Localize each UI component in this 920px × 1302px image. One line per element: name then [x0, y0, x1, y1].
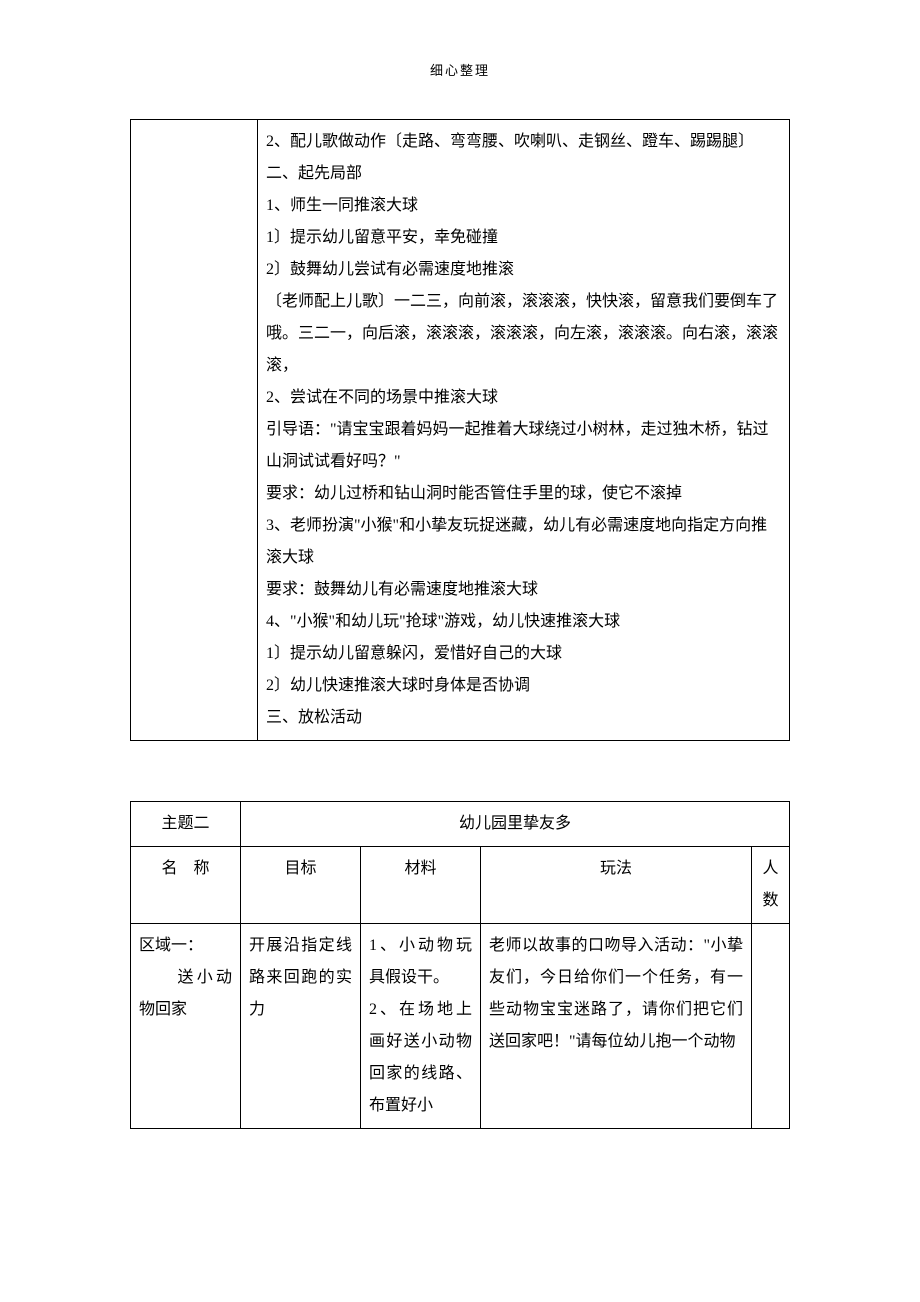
table-spacer: [130, 741, 790, 801]
page-header: 细心整理: [130, 60, 790, 79]
content-line: 1〕提示幼儿留意躲闪，爱惜好自己的大球: [266, 638, 781, 670]
area-play-cell: 老师以故事的口吻导入活动："小挚友们，今日给你们一个任务，有一些动物宝宝迷路了，…: [481, 924, 752, 1129]
content-line: 3、老师扮演"小猴"和小挚友玩捉迷藏，幼儿有必需速度地向指定方向推滚大球: [266, 510, 781, 574]
content-line: 1、师生一同推滚大球: [266, 190, 781, 222]
area-goal-cell: 开展沿指定线路来回跑的实力: [241, 924, 361, 1129]
header-goal: 目标: [241, 847, 361, 924]
content-line: 二、起先局部: [266, 158, 781, 190]
content-line: 1〕提示幼儿留意平安，幸免碰撞: [266, 222, 781, 254]
area-material-cell: 1、小动物玩具假设干。 2、在场地上画好送小动物回家的线路、布置好小: [361, 924, 481, 1129]
area-name-cell: 区域一： 送小动物回家: [131, 924, 241, 1129]
content-line: 〔老师配上儿歌〕一二三，向前滚，滚滚滚，快快滚，留意我们要倒车了哦。三二一，向后…: [266, 286, 781, 382]
content-line: 三、放松活动: [266, 702, 781, 734]
table-row: 2、配儿歌做动作〔走路、弯弯腰、吹喇叭、走钢丝、蹬车、踢踢腿〕 二、起先局部 1…: [131, 120, 790, 741]
lesson-content-cell: 2、配儿歌做动作〔走路、弯弯腰、吹喇叭、走钢丝、蹬车、踢踢腿〕 二、起先局部 1…: [258, 120, 790, 741]
content-line: 2、配儿歌做动作〔走路、弯弯腰、吹喇叭、走钢丝、蹬车、踢踢腿〕: [266, 126, 781, 158]
content-line: 4、"小猴"和幼儿玩"抢球"游戏，幼儿快速推滚大球: [266, 606, 781, 638]
content-line: 要求：鼓舞幼儿有必需速度地推滚大球: [266, 574, 781, 606]
left-empty-cell: [131, 120, 258, 741]
content-line: 2、尝试在不同的场景中推滚大球: [266, 382, 781, 414]
theme-table: 主题二 幼儿园里挚友多 名 称 目标 材料 玩法 人数 区域一： 送小动物回家 …: [130, 801, 790, 1129]
header-name: 名 称: [131, 847, 241, 924]
table-row: 名 称 目标 材料 玩法 人数: [131, 847, 790, 924]
content-line: 2〕鼓舞幼儿尝试有必需速度地推滚: [266, 254, 781, 286]
content-line: 引导语："请宝宝跟着妈妈一起推着大球绕过小树林，走过独木桥，钻过山洞试试看好吗？…: [266, 414, 781, 478]
table-row: 区域一： 送小动物回家 开展沿指定线路来回跑的实力 1、小动物玩具假设干。 2、…: [131, 924, 790, 1129]
header-material: 材料: [361, 847, 481, 924]
content-line: 要求：幼儿过桥和钻山洞时能否管住手里的球，使它不滚掉: [266, 478, 781, 510]
header-play: 玩法: [481, 847, 752, 924]
table-row: 主题二 幼儿园里挚友多: [131, 802, 790, 847]
theme-title-cell: 幼儿园里挚友多: [241, 802, 790, 847]
header-num: 人数: [751, 847, 789, 924]
content-line: 2〕幼儿快速推滚大球时身体是否协调: [266, 670, 781, 702]
document-page: 细心整理 2、配儿歌做动作〔走路、弯弯腰、吹喇叭、走钢丝、蹬车、踢踢腿〕 二、起…: [0, 0, 920, 1189]
theme-label-cell: 主题二: [131, 802, 241, 847]
area-num-cell: [751, 924, 789, 1129]
lesson-content-table: 2、配儿歌做动作〔走路、弯弯腰、吹喇叭、走钢丝、蹬车、踢踢腿〕 二、起先局部 1…: [130, 119, 790, 741]
